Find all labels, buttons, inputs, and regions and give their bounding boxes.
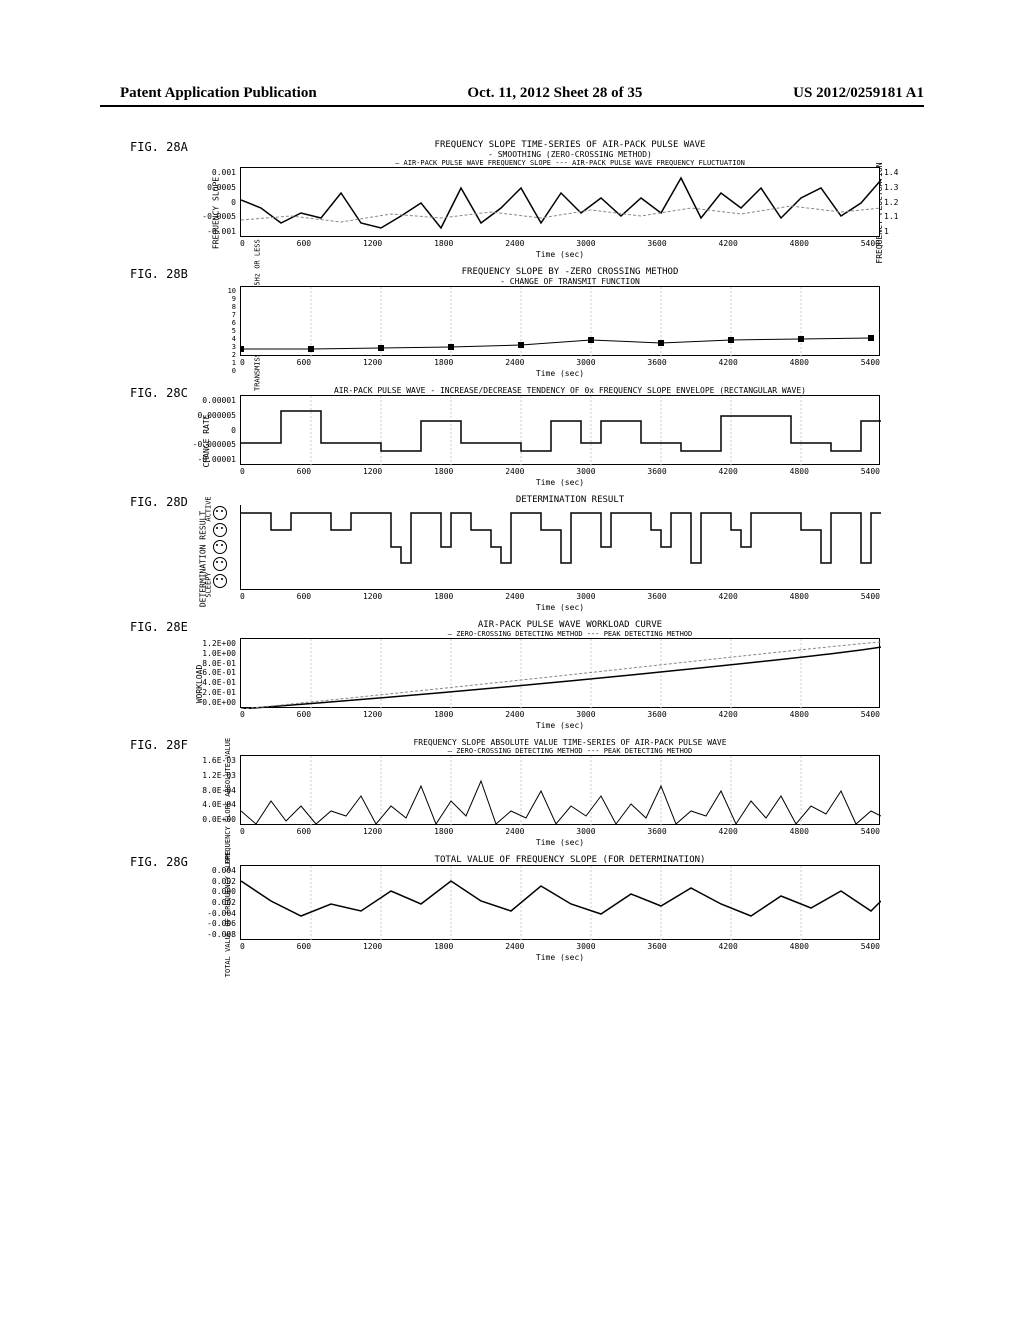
fig-title-e: AIR-PACK PULSE WAVE WORKLOAD CURVE: [290, 620, 850, 630]
face-icon: [213, 540, 227, 554]
xlabel-e: Time (sec): [240, 721, 880, 730]
fig-28b: FIG. 28B FREQUENCY SLOPE BY -ZERO CROSSI…: [130, 267, 900, 378]
xlabel-f: Time (sec): [240, 838, 880, 847]
xticks-a: 060012001800240030003600420048005400: [240, 239, 880, 248]
xlabel-b: Time (sec): [240, 369, 880, 378]
xticks-b: 060012001800240030003600420048005400: [240, 358, 880, 367]
fig-28a: FIG. 28A FREQUENCY SLOPE TIME-SERIES OF …: [130, 140, 900, 259]
plot-svg-e: [241, 639, 881, 709]
face-icons: [213, 505, 227, 589]
xticks-d: 060012001800240030003600420048005400: [240, 592, 880, 601]
face-icon: [213, 574, 227, 588]
plot-g: 0.0040.0020.0000.002-0.004-0.006-0.008: [240, 865, 880, 940]
yticks-f: 1.6E-031.2E-038.0E-044.0E-040.0E+00: [186, 756, 236, 824]
chart-area-a: FREQUENCY SLOPE FREQUENCY FLUCTUATION 0.…: [240, 167, 880, 259]
header-divider: [100, 105, 924, 107]
fig-title-a: FREQUENCY SLOPE TIME-SERIES OF AIR-PACK …: [290, 140, 850, 150]
face-icon: [213, 523, 227, 537]
plot-svg-a: [241, 168, 881, 238]
plot-svg-g: [241, 866, 881, 941]
plot-c: 0.000010.0000050-0.000005-0.00001: [240, 395, 880, 465]
fig-title-b: FREQUENCY SLOPE BY -ZERO CROSSING METHOD: [290, 267, 850, 277]
xlabel-d: Time (sec): [240, 603, 880, 612]
fig-subtitle-a: - SMOOTHING (ZERO-CROSSING METHOD): [290, 150, 850, 159]
chart-area-d: DETERMINATION RESULT ACTIVE SLEEPY 06001…: [240, 505, 880, 612]
plot-d: ACTIVE SLEEPY: [240, 505, 880, 590]
header-right: US 2012/0259181 A1: [793, 85, 924, 102]
plot-svg-d: [241, 505, 881, 590]
fig-title-f: FREQUENCY SLOPE ABSOLUTE VALUE TIME-SERI…: [290, 738, 850, 747]
sleepy-label: SLEEPY: [205, 572, 213, 597]
xticks-c: 060012001800240030003600420048005400: [240, 467, 880, 476]
chart-area-g: TOTAL VALUE OF FREQUENCY SLOPE 0.0040.00…: [240, 865, 880, 962]
header-center: Oct. 11, 2012 Sheet 28 of 35: [467, 85, 642, 102]
active-label: ACTIVE: [205, 496, 213, 521]
fig-label-c: FIG. 28C: [130, 386, 188, 400]
fig-label-b: FIG. 28B: [130, 267, 188, 281]
xticks-f: 060012001800240030003600420048005400: [240, 827, 880, 836]
plot-svg-b: [241, 287, 881, 357]
fig-label-a: FIG. 28A: [130, 140, 188, 154]
xlabel-c: Time (sec): [240, 478, 880, 487]
header-left: Patent Application Publication: [120, 85, 317, 102]
plot-a: 0.001 0.0005 0 -0.0005 -0.001 1.4 1.3 1.…: [240, 167, 880, 237]
fig-title-g: TOTAL VALUE OF FREQUENCY SLOPE (FOR DETE…: [290, 855, 850, 865]
xticks-e: 060012001800240030003600420048005400: [240, 710, 880, 719]
plot-b: 109876543210: [240, 286, 880, 356]
fig-28c: FIG. 28C AIR-PACK PULSE WAVE - INCREASE/…: [130, 386, 900, 487]
fig-label-g: FIG. 28G: [130, 855, 188, 869]
yticks-c: 0.000010.0000050-0.000005-0.00001: [186, 396, 236, 464]
face-icon: [213, 506, 227, 520]
yticks2-a: 1.4 1.3 1.2 1.1 1: [884, 168, 909, 236]
fig-28g: FIG. 28G TOTAL VALUE OF FREQUENCY SLOPE …: [130, 855, 900, 962]
plot-svg-c: [241, 396, 881, 466]
fig-label-d: FIG. 28D: [130, 495, 188, 509]
chart-area-e: WORKLOAD 1.2E+001.0E+008.0E-016.0E-014.0…: [240, 638, 880, 730]
fig-label-f: FIG. 28F: [130, 738, 188, 752]
figures-container: FIG. 28A FREQUENCY SLOPE TIME-SERIES OF …: [130, 140, 900, 970]
yticks-b: 109876543210: [221, 287, 236, 355]
fig-label-e: FIG. 28E: [130, 620, 188, 634]
fig-legend-a: — AIR-PACK PULSE WAVE FREQUENCY SLOPE --…: [290, 159, 850, 167]
fig-28f: FIG. 28F FREQUENCY SLOPE ABSOLUTE VALUE …: [130, 738, 900, 847]
yticks-e: 1.2E+001.0E+008.0E-016.0E-014.0E-012.0E-…: [186, 639, 236, 707]
fig-legend-f: — ZERO-CROSSING DETECTING METHOD --- PEA…: [290, 747, 850, 755]
yticks-g: 0.0040.0020.0000.002-0.004-0.006-0.008: [186, 866, 236, 939]
fig-subtitle-b: - CHANGE OF TRANSMIT FUNCTION: [290, 277, 850, 286]
fig-28e: FIG. 28E AIR-PACK PULSE WAVE WORKLOAD CU…: [130, 620, 900, 730]
plot-e: 1.2E+001.0E+008.0E-016.0E-014.0E-012.0E-…: [240, 638, 880, 708]
xlabel-g: Time (sec): [240, 953, 880, 962]
face-icon: [213, 557, 227, 571]
fig-title-c: AIR-PACK PULSE WAVE - INCREASE/DECREASE …: [290, 386, 850, 395]
fig-legend-e: — ZERO-CROSSING DETECTING METHOD --- PEA…: [290, 630, 850, 638]
chart-area-b: MAXIMUM TRANSMISSION RATE AT 0.005Hz OR …: [240, 286, 880, 378]
chart-area-c: CHANGE RATE 0.000010.0000050-0.000005-0.…: [240, 395, 880, 487]
plot-svg-f: [241, 756, 881, 826]
chart-area-f: FREQUENCY SLOPE ABSOLUTE VALUE 1.6E-031.…: [240, 755, 880, 847]
plot-f: 1.6E-031.2E-038.0E-044.0E-040.0E+00: [240, 755, 880, 825]
fig-title-d: DETERMINATION RESULT: [290, 495, 850, 505]
fig-28d: FIG. 28D DETERMINATION RESULT DETERMINAT…: [130, 495, 900, 612]
xlabel-a: Time (sec): [240, 250, 880, 259]
xticks-g: 060012001800240030003600420048005400: [240, 942, 880, 951]
yticks-a: 0.001 0.0005 0 -0.0005 -0.001: [186, 168, 236, 236]
page-header: Patent Application Publication Oct. 11, …: [0, 85, 1024, 102]
